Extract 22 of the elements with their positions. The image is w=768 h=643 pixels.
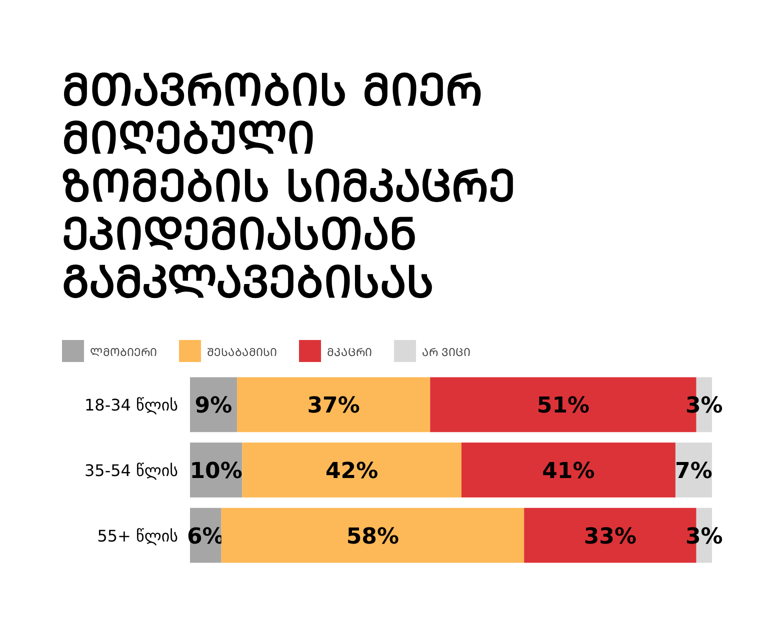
y-tick-label: 18-34 წლის	[84, 396, 178, 415]
bar	[242, 442, 462, 498]
y-tick-label: 35-54 წლის	[84, 461, 178, 480]
data-label: 51%	[536, 394, 590, 419]
bar	[236, 377, 430, 432]
legend-label: ᲚᲛᲝᲑᲘᲔᲠᲘ	[90, 346, 157, 359]
data-label: 10%	[190, 459, 242, 484]
data-label: 7%	[675, 459, 712, 484]
legend-label: ᲐᲠ ᲕᲘᲪᲘ	[422, 346, 470, 359]
data-label: 41%	[542, 459, 595, 484]
y-tick-label: 55+ წლის	[97, 526, 178, 546]
data-label: 33%	[584, 524, 637, 550]
data-label: 42%	[325, 459, 378, 484]
data-label: 58%	[346, 524, 400, 550]
title: ᲛᲗᲐᲕᲠᲝᲑᲘᲡ ᲛᲘᲔᲠ ᲛᲘᲦᲔᲑᲣᲚᲘ ᲖᲝᲛᲔᲑᲘᲡ ᲡᲘᲛᲙᲐᲪᲠᲔ ᲔᲞᲘᲓᲔᲛᲘᲐᲡᲗᲐᲜ ᲒᲐᲛᲙᲚᲐᲕᲔᲑᲘᲡᲐᲡ	[62, 65, 516, 308]
legend-label: ᲨᲔᲡᲐᲑᲐᲛᲘᲡᲘ	[207, 346, 277, 359]
data-label: 9%	[194, 394, 232, 419]
data-label: 37%	[307, 394, 360, 419]
bar	[221, 508, 524, 563]
legend-label: ᲛᲙᲐᲪᲠᲘ	[327, 346, 372, 359]
data-label: 6%	[186, 524, 224, 550]
bar	[461, 442, 676, 498]
